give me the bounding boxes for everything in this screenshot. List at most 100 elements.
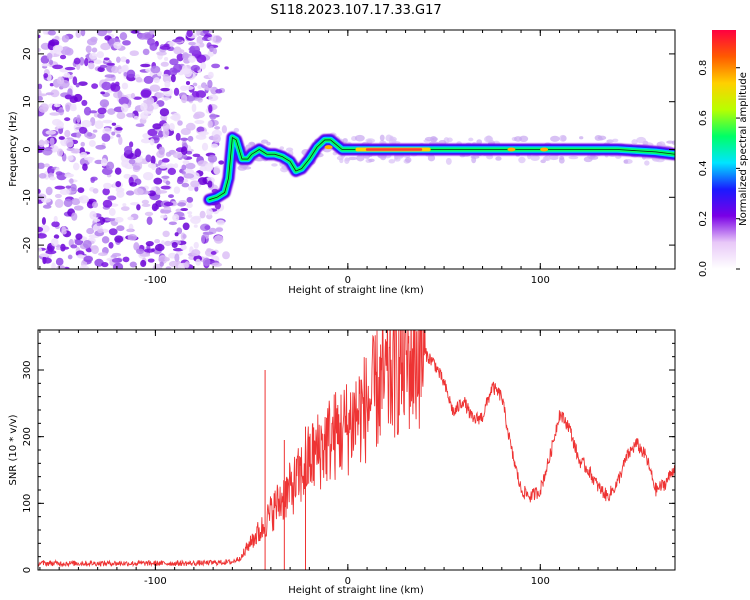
ridge-hot-spot — [540, 147, 549, 152]
noise-blob — [188, 55, 196, 63]
noise-blob — [52, 64, 64, 70]
noise-blob — [75, 82, 80, 88]
noise-blob — [147, 163, 156, 169]
noise-blob — [133, 242, 140, 251]
noise-blob — [145, 104, 154, 112]
noise-blob — [173, 87, 180, 96]
noise-blob — [176, 227, 183, 235]
noise-blob — [108, 242, 114, 249]
noise-blob — [147, 38, 155, 46]
haze-blob — [342, 138, 348, 143]
noise-blob — [113, 41, 122, 50]
noise-blob — [88, 52, 98, 60]
noise-blob — [143, 248, 155, 253]
noise-blob — [211, 63, 221, 69]
noise-blob — [215, 227, 224, 232]
noise-blob — [129, 141, 134, 148]
noise-blob — [67, 88, 73, 97]
haze-blob — [254, 157, 264, 162]
noise-blob — [160, 185, 171, 190]
noise-blob — [82, 239, 92, 249]
noise-blob — [73, 57, 81, 65]
noise-blob — [182, 234, 187, 239]
noise-blob — [73, 205, 84, 211]
noise-blob — [51, 221, 60, 228]
noise-blob — [192, 153, 201, 158]
haze-blob — [271, 163, 278, 167]
noise-blob — [108, 208, 116, 216]
noise-blob — [89, 210, 97, 220]
noise-blob — [55, 171, 63, 176]
noise-blob — [49, 176, 56, 181]
haze-blob — [666, 140, 674, 144]
haze-blob — [424, 136, 435, 142]
noise-blob — [135, 123, 145, 128]
noise-blob — [191, 249, 201, 257]
noise-blob — [196, 30, 201, 36]
noise-blob — [189, 44, 201, 54]
noise-blob — [118, 96, 130, 106]
noise-blob — [207, 120, 213, 129]
noise-blob — [139, 253, 151, 257]
noise-blob — [95, 144, 106, 150]
spectrogram-y-ticks: -20 -10 0 10 20 — [22, 48, 675, 253]
haze-blob — [354, 134, 365, 142]
noise-blob — [43, 73, 49, 79]
noise-blob — [42, 30, 48, 35]
noise-blob — [185, 162, 196, 170]
noise-blob — [183, 68, 193, 78]
haze-blob — [471, 156, 477, 164]
noise-blob — [124, 145, 133, 154]
noise-blob — [153, 205, 160, 210]
spectrogram-x-label: Height of straight line (km) — [288, 285, 424, 296]
noise-blob — [79, 151, 88, 158]
noise-blob — [134, 157, 143, 163]
noise-blob — [107, 195, 117, 201]
noise-blob — [129, 261, 137, 268]
noise-blob — [149, 138, 155, 146]
noise-blob — [53, 234, 60, 239]
noise-blob — [38, 173, 47, 179]
colorbar-tick-label: 0.4 — [698, 160, 709, 176]
noise-blob — [115, 187, 125, 193]
haze-blob — [360, 155, 366, 159]
noise-blob — [136, 248, 144, 255]
noise-blob — [63, 198, 73, 208]
haze-blob — [476, 139, 483, 145]
noise-blob — [161, 97, 171, 101]
noise-blob — [164, 80, 171, 88]
noise-blob — [105, 161, 115, 171]
noise-blob — [84, 57, 89, 67]
noise-blob — [168, 221, 177, 226]
snr-x-tick-label: 100 — [531, 576, 550, 587]
noise-blob — [224, 66, 229, 70]
noise-blob — [45, 250, 57, 255]
noise-blob — [173, 46, 182, 55]
noise-blob — [185, 150, 193, 155]
noise-blob — [197, 177, 208, 186]
noise-blob — [202, 30, 210, 34]
noise-blob — [118, 136, 123, 146]
noise-blob — [159, 108, 170, 117]
noise-blob — [153, 177, 163, 185]
noise-blob — [215, 89, 223, 94]
noise-blob — [58, 136, 65, 140]
ridge-hot-spot — [324, 145, 333, 150]
noise-blob — [48, 168, 55, 173]
ridge-trace-layer — [208, 137, 675, 201]
noise-blob — [129, 182, 138, 187]
noise-blob — [158, 146, 165, 155]
noise-blob — [155, 190, 162, 195]
noise-blob — [41, 63, 50, 67]
noise-blob — [111, 122, 117, 126]
noise-blob — [67, 155, 74, 161]
noise-blob — [200, 62, 207, 70]
noise-blob — [210, 251, 217, 255]
noise-blob — [149, 30, 155, 35]
haze-blob — [260, 139, 269, 144]
colorbar: 0.0 0.2 0.4 0.6 0.8 Normalized spectral ampl… — [698, 30, 749, 277]
haze-blob — [344, 157, 350, 165]
ridge-hot-segment — [324, 145, 549, 152]
haze-blob — [597, 135, 607, 141]
noise-blob — [177, 202, 187, 207]
